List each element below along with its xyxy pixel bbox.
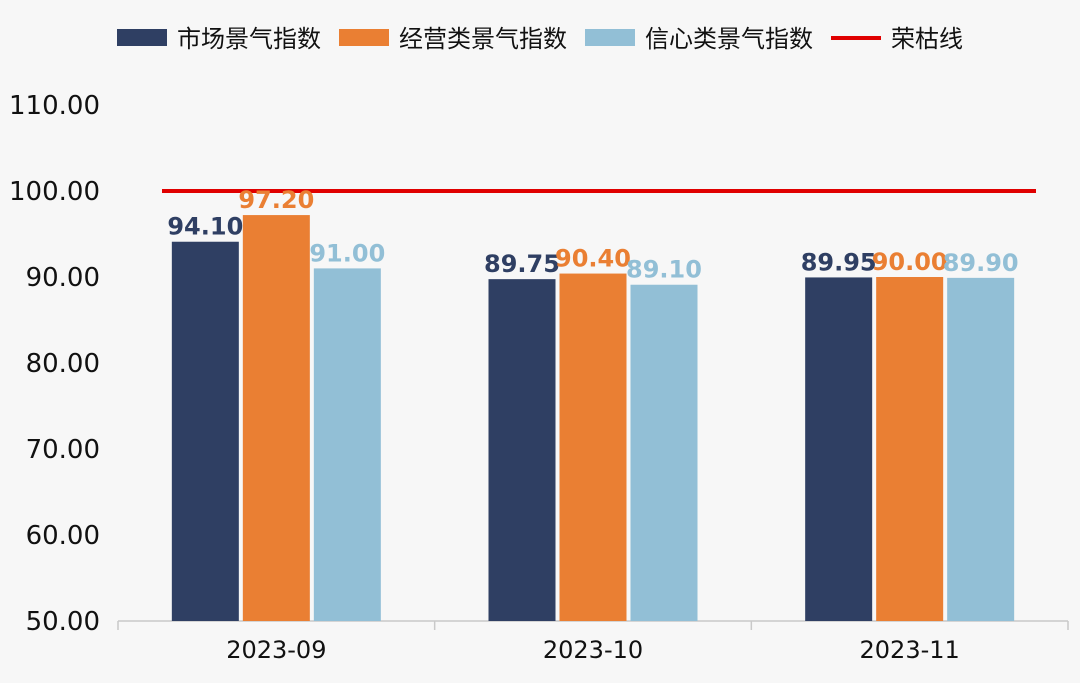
data-label: 89.75	[484, 250, 560, 278]
x-category-label: 2023-10	[543, 636, 643, 664]
bar-2-2023-10	[559, 273, 627, 621]
y-tick-label: 110.00	[9, 91, 100, 121]
y-tick-label: 70.00	[26, 435, 100, 465]
data-label: 89.95	[801, 248, 877, 276]
bar-3-2023-09	[313, 268, 381, 621]
y-tick-label: 90.00	[26, 263, 100, 293]
bar-series	[171, 215, 1015, 622]
data-label: 90.00	[872, 248, 948, 276]
x-category-label: 2023-09	[226, 636, 326, 664]
data-label: 91.00	[309, 239, 385, 267]
data-label: 90.40	[555, 245, 631, 273]
y-axis: 50.00 60.00 70.00 80.00 90.00 100.00 110.00	[9, 91, 100, 637]
bar-3-2023-11	[947, 277, 1015, 621]
bar-2-2023-09	[242, 215, 310, 621]
data-label: 94.10	[167, 213, 243, 241]
y-tick-label: 60.00	[26, 521, 100, 551]
x-category-label: 2023-11	[860, 636, 960, 664]
bar-1-2023-10	[488, 279, 556, 621]
legend-label: 经营类景气指数	[399, 25, 567, 53]
bar-1-2023-11	[805, 277, 873, 621]
y-tick-label: 100.00	[9, 177, 100, 207]
bar-2-2023-11	[876, 277, 944, 621]
legend-item: 经营类景气指数	[339, 25, 567, 53]
legend-item: 市场景气指数	[117, 25, 321, 53]
legend-swatch	[585, 29, 635, 46]
legend-label: 荣枯线	[891, 25, 963, 53]
x-axis: 2023-09 2023-10 2023-11	[117, 620, 1069, 664]
chart-legend: 市场景气指数 经营类景气指数 信心类景气指数 荣枯线	[117, 25, 963, 53]
legend-item: 信心类景气指数	[585, 25, 813, 53]
legend-label: 市场景气指数	[177, 25, 321, 53]
data-label: 89.90	[943, 249, 1019, 277]
data-label: 97.20	[238, 186, 314, 214]
legend-item: 荣枯线	[831, 25, 963, 53]
data-label: 89.10	[626, 256, 702, 284]
legend-swatch	[117, 29, 167, 46]
bar-3-2023-10	[630, 284, 698, 621]
y-tick-label: 80.00	[26, 349, 100, 379]
bar-1-2023-09	[171, 241, 239, 622]
y-tick-label: 50.00	[26, 607, 100, 637]
legend-swatch	[339, 29, 389, 46]
legend-label: 信心类景气指数	[645, 25, 813, 53]
data-labels: 94.10 89.75 89.95 97.20 90.40 90.00 91.00 89.10…	[167, 186, 1018, 284]
